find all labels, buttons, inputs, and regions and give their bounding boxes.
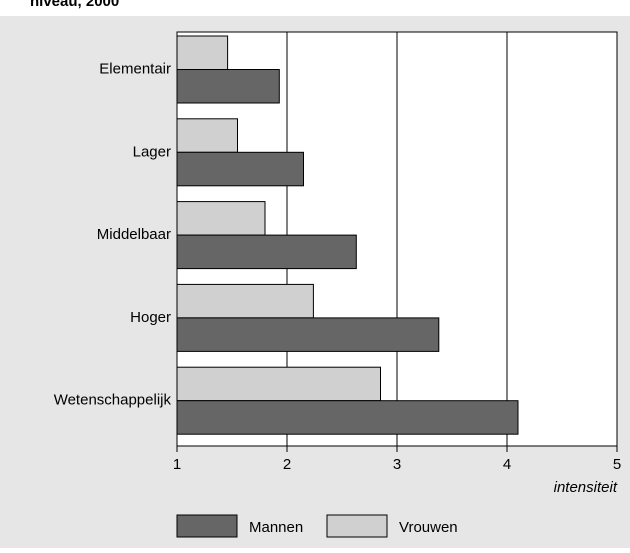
x-axis-label: intensiteit xyxy=(554,479,618,496)
bar xyxy=(176,366,381,402)
legend-label: Mannen xyxy=(249,519,303,536)
bar xyxy=(176,400,519,435)
y-tick-label: Wetenschappelijk xyxy=(54,392,172,409)
x-tick-label: 1 xyxy=(173,456,181,473)
y-tick-label: Elementair xyxy=(99,60,171,77)
y-tick-label: Hoger xyxy=(130,309,171,326)
bar xyxy=(176,151,304,187)
y-tick-label: Middelbaar xyxy=(97,226,171,243)
chart-title: niveau, 2000 xyxy=(30,0,119,10)
bar xyxy=(176,201,266,236)
bar xyxy=(176,69,280,104)
bar xyxy=(176,317,440,352)
x-tick-label: 2 xyxy=(283,456,291,473)
y-tick-label: Lager xyxy=(133,143,171,160)
legend-swatch xyxy=(326,514,388,538)
bar xyxy=(176,35,229,70)
bar xyxy=(176,234,357,270)
x-tick-label: 4 xyxy=(503,456,511,473)
x-tick-label: 5 xyxy=(613,456,621,473)
bar xyxy=(176,283,314,319)
bar xyxy=(176,118,238,153)
legend-label: Vrouwen xyxy=(399,519,458,536)
x-tick-label: 3 xyxy=(393,456,401,473)
legend-swatch xyxy=(176,514,238,538)
